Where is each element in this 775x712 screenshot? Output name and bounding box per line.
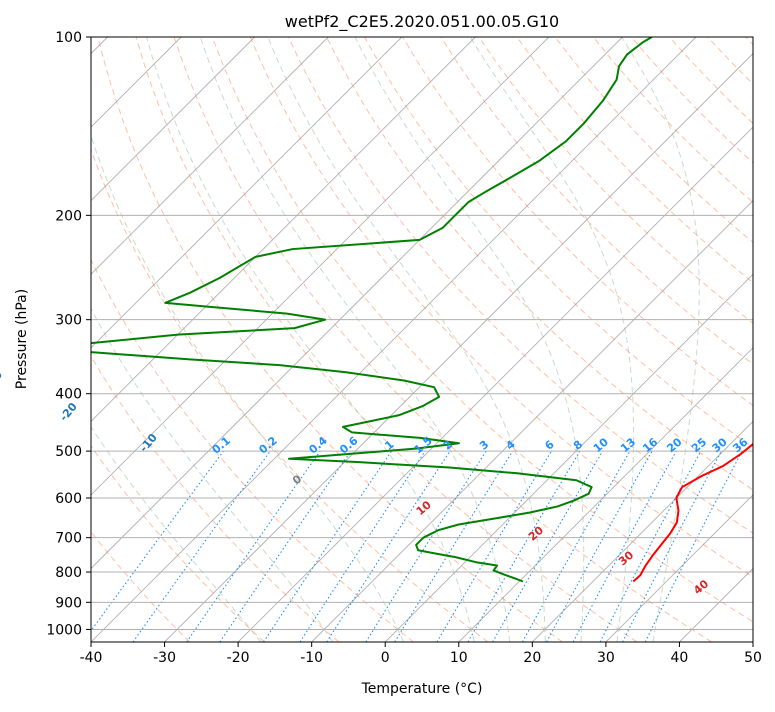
x-tick-label: -40 — [80, 650, 103, 666]
x-axis-title: Temperature (°C) — [361, 681, 483, 697]
x-tick-label: 30 — [597, 650, 615, 666]
isotherm-line — [605, 494, 753, 642]
mixing-ratio-line — [91, 450, 224, 632]
x-tick-label: -30 — [153, 650, 176, 666]
y-tick-label: 100 — [55, 30, 82, 46]
y-tick-label: 400 — [55, 387, 82, 403]
mixing-ratio-line — [394, 450, 514, 642]
isotherm-line — [91, 37, 697, 642]
dry-adiabat-line — [91, 258, 414, 642]
moist-adiabat-line — [267, 37, 546, 642]
moist-adiabat-line — [621, 37, 700, 642]
y-tick-label: 900 — [55, 595, 82, 611]
plot-frame — [90, 36, 754, 643]
dry-adiabat-line — [249, 37, 753, 578]
x-tick-label: 40 — [671, 650, 689, 666]
y-tick-label: 700 — [55, 531, 82, 547]
background-lines — [91, 37, 753, 642]
mixing-ratio-line — [219, 450, 352, 642]
dry-adiabat-line — [91, 355, 340, 642]
mixing-ratio-line — [132, 450, 271, 642]
y-tick-label: 800 — [55, 565, 82, 581]
x-tick-label: -20 — [227, 650, 250, 666]
x-ticks: -40 -30 -20 -10 0 10 20 30 40 50 — [80, 642, 762, 666]
moist-adiabat-line — [354, 37, 585, 642]
dry-adiabat-line — [326, 37, 753, 491]
isotherm-line — [91, 37, 255, 202]
isotherm-line — [91, 37, 550, 496]
moist-adiabat-line — [91, 134, 405, 642]
mixing-ratio-line — [299, 450, 426, 642]
mixing-ratio-line — [186, 450, 321, 642]
isotherm-line — [91, 37, 403, 349]
mixing-ratio-line — [546, 450, 653, 642]
dry-adiabat-line — [135, 37, 638, 642]
x-tick-label: 10 — [450, 650, 468, 666]
dry-adiabat-line — [287, 37, 753, 534]
moist-adiabat-line — [91, 307, 334, 642]
dry-adiabat-line — [211, 37, 753, 623]
moist-adiabat-line — [199, 37, 511, 642]
isotherm-line — [384, 273, 753, 642]
x-tick-label: 20 — [523, 650, 541, 666]
isotherm-line — [164, 52, 753, 642]
y-tick-label: 200 — [55, 208, 82, 224]
isotherm-line — [91, 37, 476, 422]
x-tick-label: -10 — [300, 650, 323, 666]
mixing-ratio-line — [572, 450, 677, 642]
x-tick-label: 50 — [744, 650, 762, 666]
isotherm-line — [91, 37, 329, 275]
profile-series — [91, 37, 753, 583]
y-ticks: 100 200 300 400 500 600 700 800 900 1000 — [46, 30, 91, 638]
temperature-profile-line — [632, 442, 753, 583]
y-axis-title: Pressure (hPa) — [14, 289, 30, 389]
dry-adiabat-line — [97, 37, 563, 642]
isotherm-line — [532, 420, 753, 642]
y-tick-label: 600 — [55, 491, 82, 507]
moist-adiabat-line — [91, 426, 262, 642]
mixing-ratio-line — [521, 450, 631, 642]
x-tick-label: 0 — [381, 650, 390, 666]
isotherm-line — [458, 347, 753, 642]
dewpoint-profile-line — [91, 37, 653, 583]
isotherm-line — [91, 37, 623, 570]
y-tick-label: 1000 — [46, 622, 82, 638]
moist-adiabat-line — [146, 37, 475, 642]
y-tick-label: 500 — [55, 444, 82, 460]
mixing-ratio-line — [263, 450, 392, 642]
mixing-ratio-line — [326, 450, 451, 642]
dry-adiabat-line — [91, 445, 265, 642]
y-tick-label: 300 — [55, 313, 82, 329]
dry-adiabat-line — [173, 37, 713, 642]
isotherm-line — [237, 126, 753, 642]
chart-title: wetPf2_C2E5.2020.051.00.05.G10 — [285, 12, 559, 32]
mixing-ratio-line — [644, 450, 743, 642]
